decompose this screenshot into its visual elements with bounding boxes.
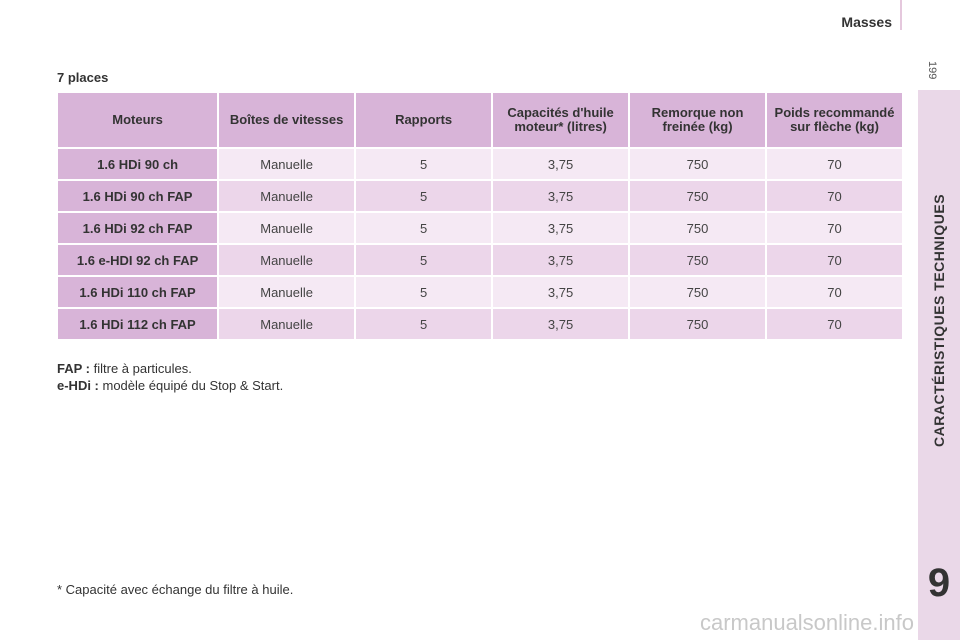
cell-trailer-mass: 750 [630,245,766,275]
watermark: carmanualsonline.info [699,610,914,635]
col-header-capacites: Capacités d'huile moteur* (litres) [493,93,629,147]
note-ehdi: e-HDi : modèle équipé du Stop & Start. [57,377,283,394]
cell-trailer-mass: 750 [630,181,766,211]
col-header-remorque: Remorque non freinée (kg) [630,93,766,147]
cell-oil-capacity: 3,75 [493,309,629,339]
cell-engine: 1.6 HDi 110 ch FAP [58,277,218,307]
footnote: * Capacité avec échange du filtre à huil… [57,582,294,597]
cell-gearbox: Manuelle [219,181,355,211]
cell-nose-weight: 70 [767,181,902,211]
chapter-section-label: CARACTÉRISTIQUES TECHNIQUES [931,193,947,447]
abbreviation-notes: FAP : filtre à particules. e-HDi : modèl… [57,360,283,394]
cell-trailer-mass: 750 [630,213,766,243]
table-header-row: Moteurs Boîtes de vitesses Rapports Capa… [58,93,902,147]
cell-engine: 1.6 e-HDI 92 ch FAP [58,245,218,275]
cell-engine: 1.6 HDi 112 ch FAP [58,309,218,339]
cell-gearbox: Manuelle [219,149,355,179]
cell-oil-capacity: 3,75 [493,149,629,179]
note-fap: FAP : filtre à particules. [57,360,283,377]
cell-gears: 5 [356,309,492,339]
masses-table: Moteurs Boîtes de vitesses Rapports Capa… [56,91,904,341]
chapter-side-band [918,90,960,640]
cell-oil-capacity: 3,75 [493,213,629,243]
cell-engine: 1.6 HDi 92 ch FAP [58,213,218,243]
cell-gearbox: Manuelle [219,277,355,307]
cell-nose-weight: 70 [767,213,902,243]
col-header-poids: Poids recommandé sur flèche (kg) [767,93,902,147]
cell-nose-weight: 70 [767,277,902,307]
note-text: modèle équipé du Stop & Start. [98,378,284,393]
col-header-moteurs: Moteurs [58,93,218,147]
table-row: 1.6 e-HDI 92 ch FAP Manuelle 5 3,75 750 … [58,245,902,275]
table-row: 1.6 HDi 110 ch FAP Manuelle 5 3,75 750 7… [58,277,902,307]
cell-nose-weight: 70 [767,149,902,179]
cell-engine: 1.6 HDi 90 ch FAP [58,181,218,211]
table-row: 1.6 HDi 92 ch FAP Manuelle 5 3,75 750 70 [58,213,902,243]
table-row: 1.6 HDi 90 ch FAP Manuelle 5 3,75 750 70 [58,181,902,211]
col-header-boites: Boîtes de vitesses [219,93,355,147]
cell-gears: 5 [356,181,492,211]
cell-trailer-mass: 750 [630,309,766,339]
table-row: 1.6 HDi 112 ch FAP Manuelle 5 3,75 750 7… [58,309,902,339]
note-text: filtre à particules. [90,361,192,376]
cell-nose-weight: 70 [767,245,902,275]
section-title: 7 places [57,70,109,85]
cell-trailer-mass: 750 [630,149,766,179]
chapter-number: 9 [927,561,951,605]
cell-oil-capacity: 3,75 [493,181,629,211]
cell-gearbox: Manuelle [219,245,355,275]
table-row: 1.6 HDi 90 ch Manuelle 5 3,75 750 70 [58,149,902,179]
cell-oil-capacity: 3,75 [493,245,629,275]
cell-trailer-mass: 750 [630,277,766,307]
note-term: e-HDi : [57,378,99,393]
cell-engine: 1.6 HDi 90 ch [58,149,218,179]
header-divider [900,0,902,30]
cell-nose-weight: 70 [767,309,902,339]
cell-gears: 5 [356,213,492,243]
page-header-title: Masses [841,14,892,30]
cell-gears: 5 [356,149,492,179]
cell-gears: 5 [356,245,492,275]
note-term: FAP : [57,361,90,376]
cell-oil-capacity: 3,75 [493,277,629,307]
cell-gearbox: Manuelle [219,213,355,243]
page-number: 199 [926,61,938,80]
cell-gears: 5 [356,277,492,307]
col-header-rapports: Rapports [356,93,492,147]
cell-gearbox: Manuelle [219,309,355,339]
